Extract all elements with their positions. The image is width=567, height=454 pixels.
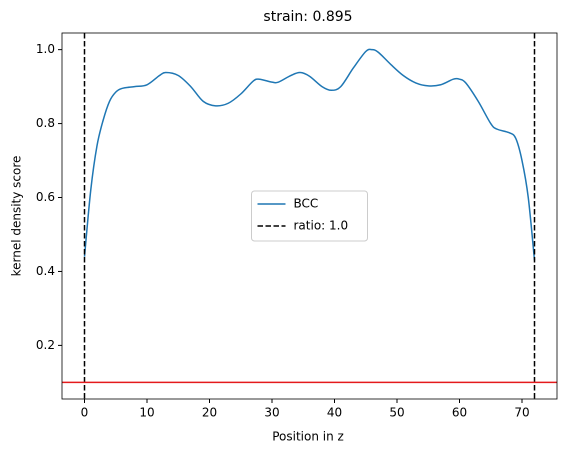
legend: BCC ratio: 1.0 [251, 190, 368, 242]
x-tick-label: 40 [327, 406, 342, 420]
x-tick-label: 10 [139, 406, 154, 420]
x-tick-label: 70 [514, 406, 529, 420]
y-tick-label: 0.4 [36, 264, 55, 278]
x-axis-label: Position in z [272, 430, 344, 444]
y-tick-label: 1.0 [36, 42, 55, 56]
series-line [83, 48, 536, 261]
plot-frame [61, 32, 558, 400]
x-tick-label: 20 [202, 406, 217, 420]
legend-label: ratio: 1.0 [294, 219, 349, 233]
x-tick-label: 50 [389, 406, 404, 420]
x-tick-label: 60 [452, 406, 467, 420]
x-tick-label: 30 [264, 406, 279, 420]
y-tick-label: 0.2 [36, 338, 55, 352]
chart-title: strain: 0.895 [263, 9, 352, 25]
y-axis-label: kernel density score [10, 156, 24, 277]
legend-label: BCC [294, 197, 319, 211]
x-tick-label: 0 [81, 406, 89, 420]
y-tick-label: 0.8 [36, 116, 55, 130]
y-tick-label: 0.6 [36, 190, 55, 204]
